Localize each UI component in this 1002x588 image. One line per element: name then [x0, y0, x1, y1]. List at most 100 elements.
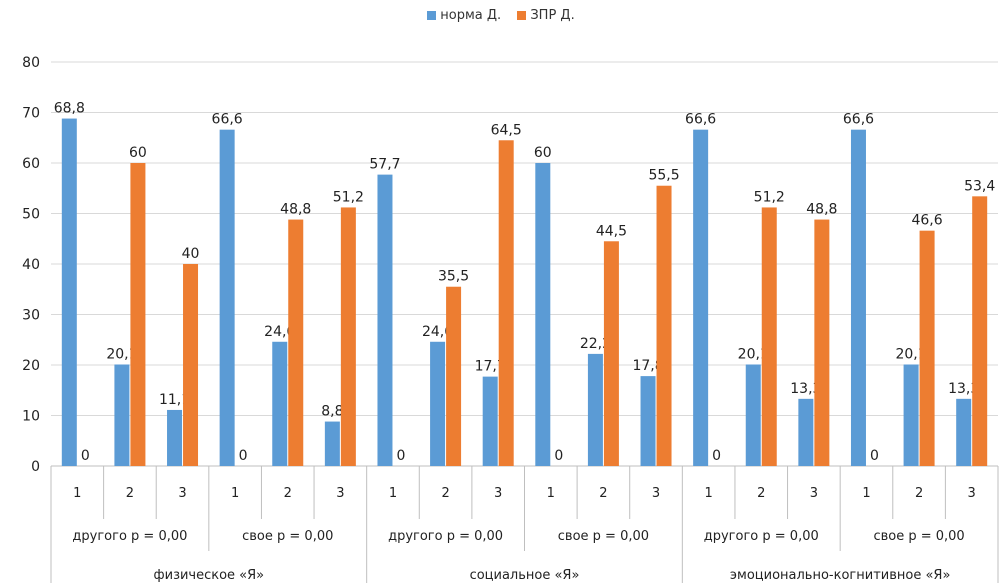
bar-zpr	[656, 185, 672, 466]
data-label-zpr: 0	[239, 448, 248, 464]
subgroup-label: другого р = 0,00	[704, 529, 819, 544]
group-label: социальное «Я»	[470, 568, 580, 583]
bar-zpr	[130, 163, 146, 466]
x-tick-label: 1	[862, 486, 870, 501]
data-label-zpr: 48,8	[280, 202, 311, 218]
x-tick-label: 1	[389, 486, 397, 501]
bar-norma	[61, 118, 77, 466]
legend-item-norma: норма Д.	[427, 8, 501, 23]
x-tick-label: 2	[599, 486, 607, 501]
x-tick-label: 2	[284, 486, 292, 501]
data-label-norma: 68,8	[54, 101, 85, 117]
data-label-zpr: 55,5	[648, 168, 679, 184]
data-label-norma: 66,6	[843, 112, 874, 128]
bar-norma	[798, 398, 814, 466]
bar-norma	[430, 341, 446, 466]
bar-zpr	[919, 230, 935, 466]
bar-norma	[640, 376, 656, 466]
bar-zpr	[446, 286, 462, 466]
data-label-zpr: 35,5	[438, 269, 469, 285]
bar-norma	[956, 398, 972, 466]
bar-norma	[272, 341, 288, 466]
y-tick-label: 20	[22, 358, 40, 374]
data-label-norma: 60	[534, 145, 552, 161]
group-label: физическое «Я»	[154, 568, 265, 583]
x-tick-label: 2	[441, 486, 449, 501]
data-label-zpr: 60	[129, 145, 147, 161]
bar-zpr	[183, 264, 199, 466]
bar-norma	[850, 129, 866, 467]
chart-legend: норма Д. ЗПР Д.	[0, 8, 1002, 24]
data-label-norma: 22,2	[580, 336, 611, 352]
data-label-zpr: 53,4	[964, 178, 995, 194]
data-label-norma: 8,8	[321, 404, 343, 420]
data-label-norma: 20,1	[106, 346, 137, 362]
legend-label-zpr: ЗПР Д.	[530, 8, 575, 23]
bar-norma	[377, 174, 393, 467]
x-tick-label: 3	[178, 486, 186, 501]
data-label-norma: 57,7	[369, 157, 400, 173]
bar-norma	[903, 364, 919, 466]
data-label-norma: 20,1	[895, 346, 926, 362]
subgroup-label: свое р = 0,00	[873, 529, 964, 544]
data-label-norma: 24,6	[422, 324, 453, 340]
data-label-zpr: 51,2	[333, 189, 364, 205]
x-tick-label: 1	[704, 486, 712, 501]
x-tick-label: 3	[810, 486, 818, 501]
y-tick-label: 10	[22, 409, 40, 425]
y-tick-label: 50	[22, 207, 40, 223]
bar-zpr	[340, 207, 356, 466]
bar-zpr	[603, 241, 619, 466]
group-label: эмоционально-когнитивное «Я»	[730, 568, 951, 583]
data-label-zpr: 51,2	[754, 189, 785, 205]
x-tick-label: 3	[968, 486, 976, 501]
data-label-zpr: 0	[397, 448, 406, 464]
data-label-zpr: 0	[870, 448, 879, 464]
subgroup-label: другого р = 0,00	[388, 529, 503, 544]
y-tick-label: 0	[31, 459, 40, 475]
bar-norma	[745, 364, 761, 466]
data-label-norma: 13,3	[790, 381, 821, 397]
legend-swatch-zpr	[517, 11, 527, 20]
data-label-norma: 20,1	[738, 346, 769, 362]
data-label-norma: 17,8	[632, 358, 663, 374]
bar-norma	[324, 421, 340, 466]
data-label-zpr: 64,5	[491, 122, 522, 138]
subgroup-label: свое р = 0,00	[242, 529, 333, 544]
x-tick-label: 1	[73, 486, 81, 501]
bar-zpr	[972, 196, 988, 466]
y-tick-label: 80	[22, 55, 40, 71]
x-tick-label: 3	[336, 486, 344, 501]
data-label-norma: 66,6	[212, 112, 243, 128]
data-label-norma: 24,6	[264, 324, 295, 340]
bar-zpr	[288, 219, 304, 466]
x-tick-label: 2	[126, 486, 134, 501]
subgroup-label: свое р = 0,00	[558, 529, 649, 544]
bar-zpr	[761, 207, 777, 466]
data-label-zpr: 46,6	[911, 213, 942, 229]
subgroup-label: другого р = 0,00	[72, 529, 187, 544]
x-tick-label: 3	[652, 486, 660, 501]
y-tick-label: 70	[22, 106, 40, 122]
data-label-zpr: 44,5	[596, 223, 627, 239]
bar-norma	[482, 376, 498, 466]
bar-zpr	[814, 219, 830, 466]
bar-norma	[167, 409, 183, 466]
bar-norma	[587, 353, 603, 466]
x-tick-label: 2	[757, 486, 765, 501]
x-tick-label: 1	[547, 486, 555, 501]
legend-label-norma: норма Д.	[440, 8, 502, 23]
data-label-norma: 66,6	[685, 112, 716, 128]
legend-swatch-norma	[427, 11, 437, 20]
bar-norma	[114, 364, 130, 466]
y-tick-label: 60	[22, 156, 40, 172]
x-tick-label: 1	[231, 486, 239, 501]
bar-norma	[693, 129, 709, 467]
x-tick-label: 3	[494, 486, 502, 501]
bar-zpr	[498, 140, 514, 466]
x-tick-label: 2	[915, 486, 923, 501]
data-label-zpr: 0	[712, 448, 721, 464]
data-label-zpr: 40	[182, 246, 200, 262]
